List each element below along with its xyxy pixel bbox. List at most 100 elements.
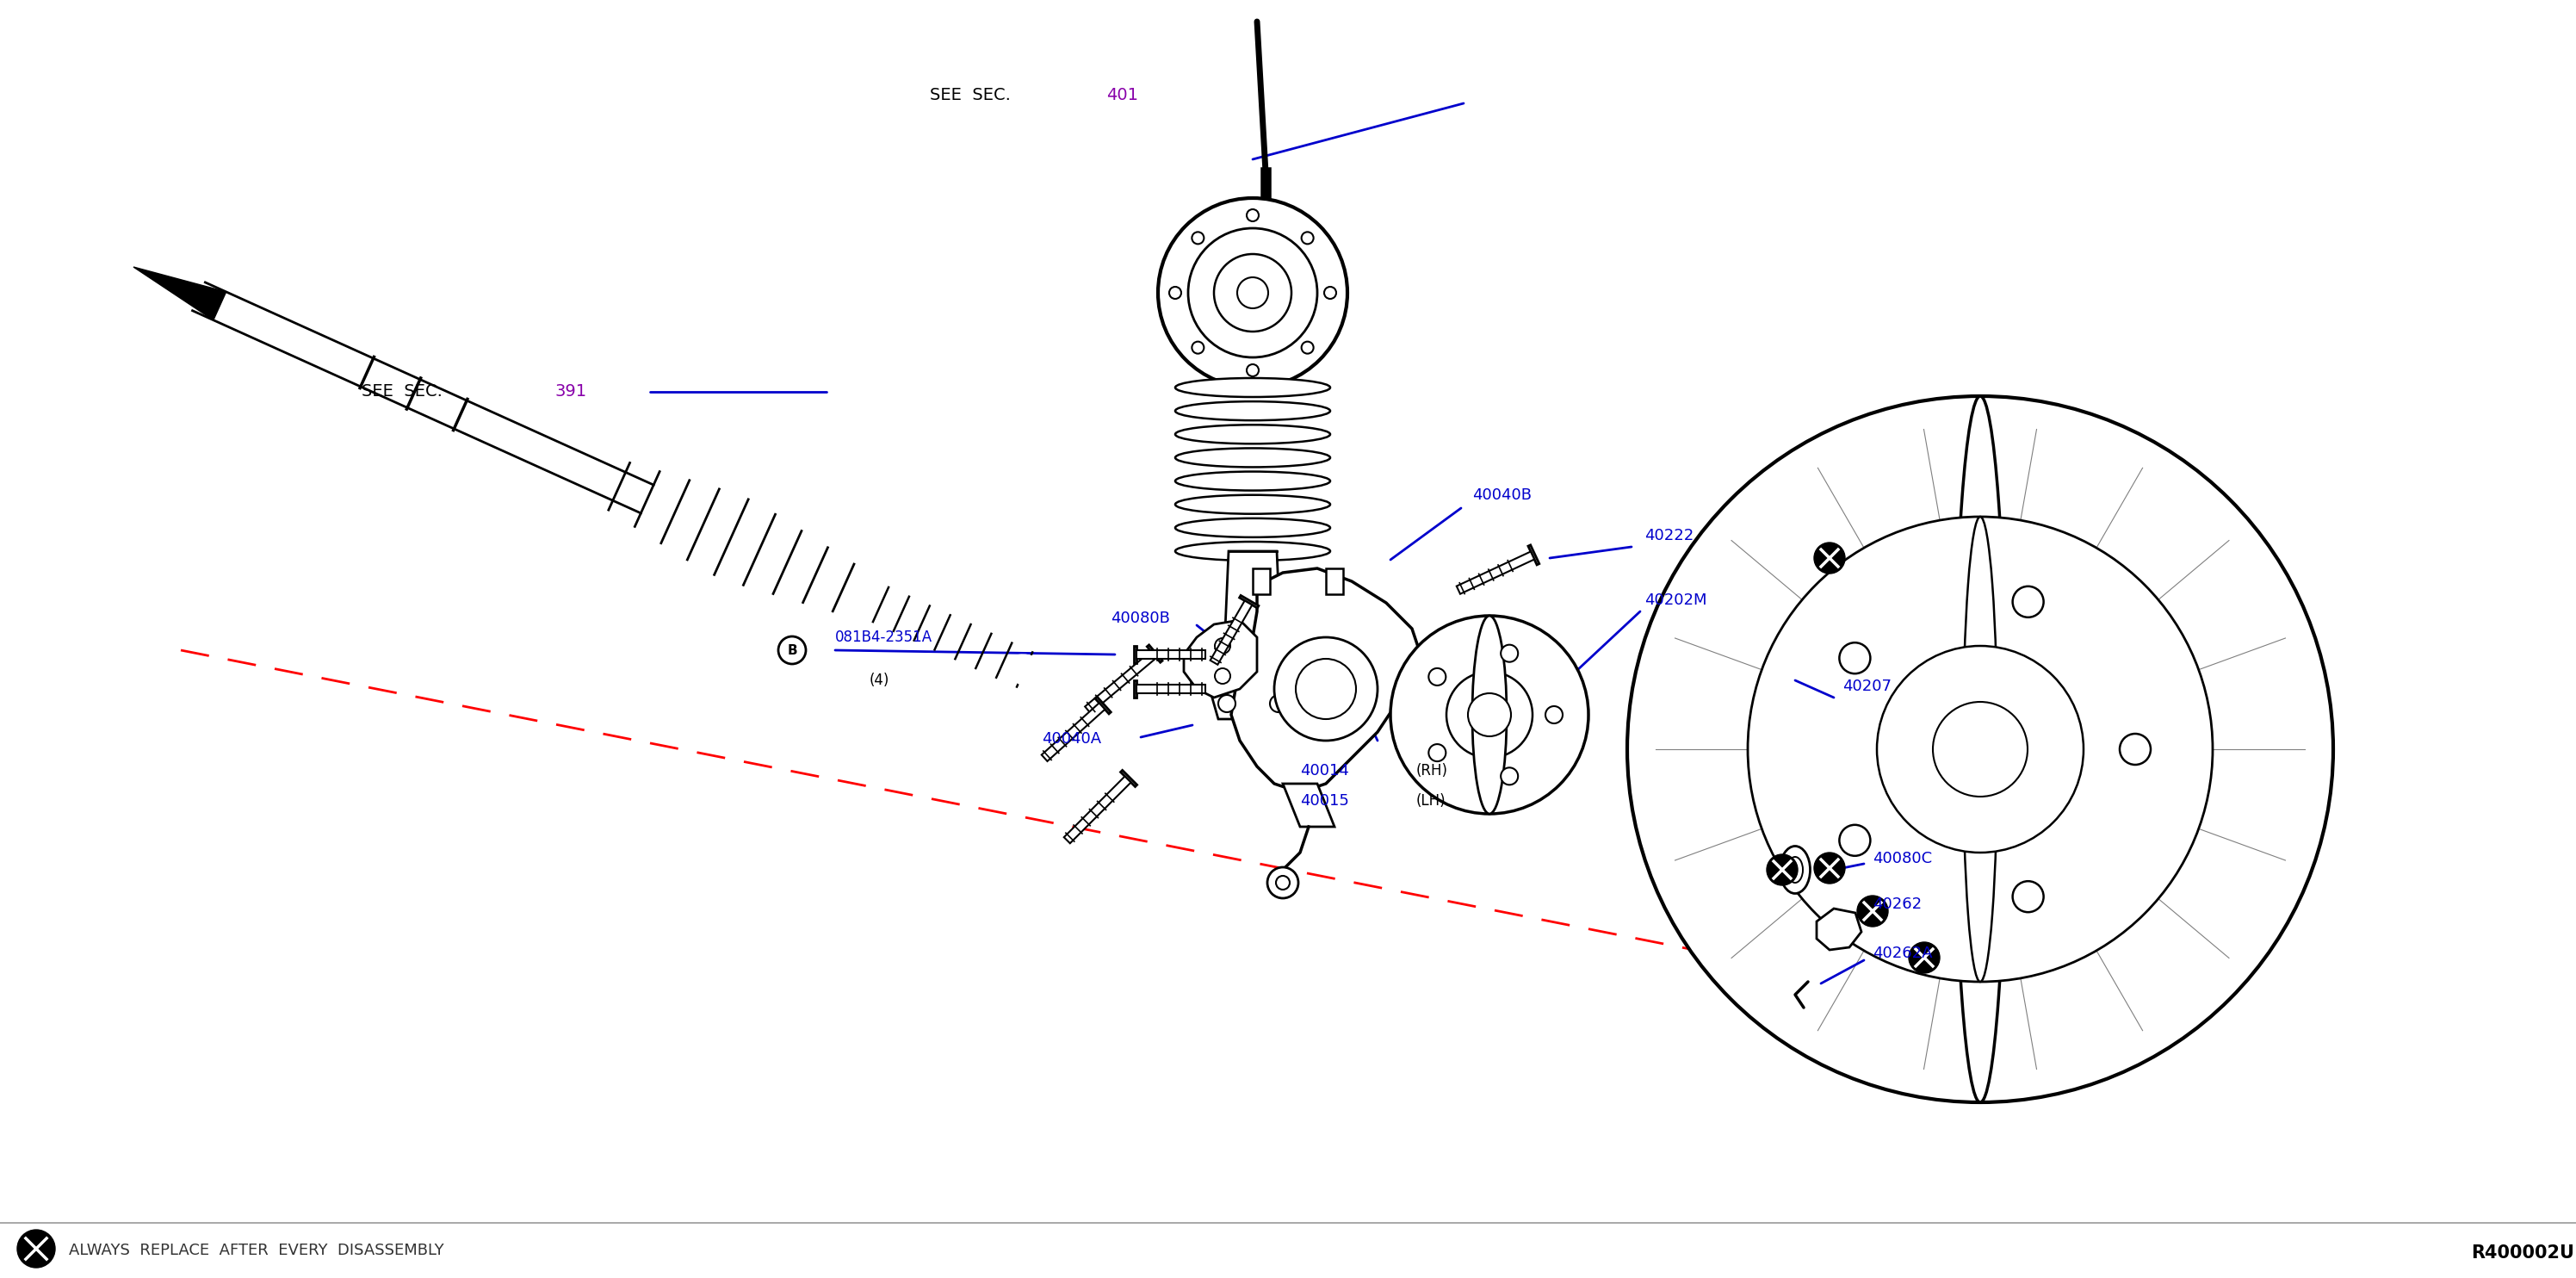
Text: 40207: 40207 <box>1842 679 1891 694</box>
Polygon shape <box>1133 680 1136 698</box>
Polygon shape <box>1185 620 1257 698</box>
Polygon shape <box>1041 703 1105 762</box>
Circle shape <box>1909 942 1940 973</box>
Circle shape <box>1218 695 1236 712</box>
Text: 40262: 40262 <box>1873 896 1922 912</box>
Text: SEE  SEC.: SEE SEC. <box>930 87 1010 104</box>
Text: R400002U: R400002U <box>2470 1245 2573 1261</box>
Text: 40040A: 40040A <box>1041 731 1103 746</box>
Text: 40222: 40222 <box>1643 528 1695 543</box>
Ellipse shape <box>1175 542 1329 561</box>
Circle shape <box>1247 364 1260 376</box>
Circle shape <box>1839 643 1870 674</box>
Polygon shape <box>1136 685 1206 693</box>
Circle shape <box>1188 229 1316 358</box>
Text: ALWAYS  REPLACE  AFTER  EVERY  DISASSEMBLY: ALWAYS REPLACE AFTER EVERY DISASSEMBLY <box>70 1242 443 1259</box>
Circle shape <box>1216 638 1231 653</box>
Circle shape <box>1193 233 1203 244</box>
Polygon shape <box>1211 689 1296 720</box>
Text: (LH): (LH) <box>1417 794 1445 809</box>
Ellipse shape <box>1473 616 1507 814</box>
Circle shape <box>778 636 806 665</box>
Polygon shape <box>1224 551 1283 689</box>
Text: 40040B: 40040B <box>1473 487 1533 504</box>
Polygon shape <box>1095 697 1110 714</box>
Circle shape <box>1213 254 1291 331</box>
Text: (RH): (RH) <box>1417 763 1448 778</box>
Text: B: B <box>788 644 796 657</box>
Text: 40080B: 40080B <box>1110 611 1170 626</box>
Circle shape <box>1247 210 1260 221</box>
Circle shape <box>2120 734 2151 764</box>
Circle shape <box>1767 854 1798 886</box>
Polygon shape <box>1121 771 1136 787</box>
Ellipse shape <box>1963 516 1996 982</box>
Ellipse shape <box>1175 472 1329 491</box>
Ellipse shape <box>1007 656 1054 689</box>
Circle shape <box>1391 616 1589 814</box>
Polygon shape <box>1136 651 1206 658</box>
Polygon shape <box>1327 569 1342 594</box>
Ellipse shape <box>1955 396 2007 1103</box>
Circle shape <box>1267 868 1298 898</box>
Circle shape <box>1430 668 1445 685</box>
Circle shape <box>1546 707 1564 723</box>
Circle shape <box>1193 341 1203 354</box>
Circle shape <box>1301 341 1314 354</box>
Circle shape <box>1857 896 1888 927</box>
Circle shape <box>1275 638 1378 741</box>
Circle shape <box>1324 286 1337 299</box>
Polygon shape <box>1528 544 1540 565</box>
Circle shape <box>1502 768 1517 785</box>
Circle shape <box>1236 277 1267 308</box>
Circle shape <box>1468 693 1512 736</box>
Circle shape <box>1170 286 1182 299</box>
Text: 391: 391 <box>556 383 587 400</box>
Circle shape <box>1628 396 2334 1103</box>
Ellipse shape <box>1175 378 1329 397</box>
Ellipse shape <box>1023 666 1038 677</box>
Circle shape <box>1275 875 1291 889</box>
Circle shape <box>1159 198 1347 387</box>
Text: 40080C: 40080C <box>1873 851 1932 866</box>
Polygon shape <box>1816 909 1862 950</box>
Text: 40014: 40014 <box>1301 763 1350 778</box>
Polygon shape <box>1064 776 1131 843</box>
Text: 40015: 40015 <box>1301 794 1350 809</box>
Ellipse shape <box>1175 519 1329 537</box>
Circle shape <box>1502 644 1517 662</box>
Polygon shape <box>134 267 227 320</box>
Circle shape <box>1878 645 2084 852</box>
Text: SEE  SEC.: SEE SEC. <box>361 383 443 400</box>
Circle shape <box>1216 668 1231 684</box>
Circle shape <box>2012 881 2043 912</box>
Polygon shape <box>1146 645 1162 662</box>
Ellipse shape <box>1175 401 1329 420</box>
Circle shape <box>1747 516 2213 982</box>
Circle shape <box>1932 702 2027 796</box>
Circle shape <box>1445 672 1533 758</box>
Circle shape <box>1430 744 1445 762</box>
Polygon shape <box>1455 552 1535 594</box>
Ellipse shape <box>1780 846 1811 893</box>
Circle shape <box>1301 233 1314 244</box>
Text: (4): (4) <box>871 672 889 688</box>
Circle shape <box>1814 543 1844 574</box>
Ellipse shape <box>1175 449 1329 468</box>
Polygon shape <box>1211 601 1252 665</box>
Circle shape <box>1270 695 1288 712</box>
Polygon shape <box>1283 783 1334 827</box>
Circle shape <box>1814 852 1844 883</box>
Circle shape <box>18 1229 54 1268</box>
Circle shape <box>2012 587 2043 617</box>
Polygon shape <box>1239 596 1260 608</box>
Polygon shape <box>1252 569 1270 594</box>
Circle shape <box>1296 658 1355 720</box>
Text: 40262A: 40262A <box>1873 946 1932 961</box>
Text: 401: 401 <box>1105 87 1139 104</box>
Ellipse shape <box>1788 856 1803 883</box>
Circle shape <box>1839 824 1870 856</box>
Polygon shape <box>1133 645 1136 663</box>
Ellipse shape <box>1175 424 1329 443</box>
Text: 40202M: 40202M <box>1643 593 1708 608</box>
